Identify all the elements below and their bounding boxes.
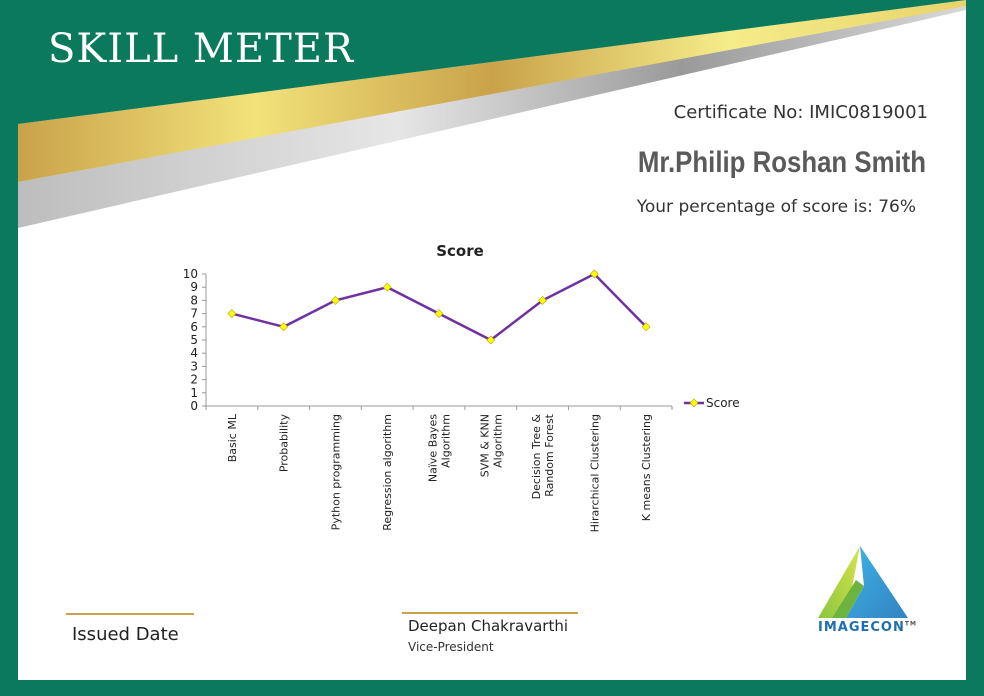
score-data-point [589, 269, 599, 279]
score-chart: Score 0 1 2 3 4 5 6 7 8 9 10 Basic ML Probability Pyt… [160, 230, 760, 550]
y-tick-label: 4 [190, 346, 198, 360]
x-tick-label: K means Clustering [640, 414, 653, 521]
y-tick-label: 10 [183, 267, 198, 281]
logo-wordmark: IMAGECONTM [818, 620, 917, 635]
chart-title: Score [436, 242, 484, 260]
legend-marker [689, 398, 699, 408]
y-tick-label: 9 [190, 280, 198, 294]
y-tick-label: 7 [190, 307, 198, 321]
y-tick-label: 1 [190, 386, 198, 400]
y-tick-label: 8 [190, 293, 198, 307]
score-data-point [538, 295, 547, 305]
score-series-line [231, 272, 648, 342]
x-tick-label: SVM & KNN [478, 414, 491, 477]
signer-role: Vice-President [408, 640, 494, 654]
y-tick-label: 3 [190, 359, 198, 373]
x-tick-label: Algorithm [491, 414, 504, 468]
x-tick-label: Algorithm [440, 414, 453, 468]
logo-trademark: TM [904, 620, 917, 628]
legend-label: Score [706, 396, 740, 410]
certificate-title: SKILL METER [48, 26, 355, 72]
y-tick-label: 2 [190, 373, 198, 387]
score-data-point [227, 309, 237, 319]
logo-text: IMAGECON [818, 620, 905, 635]
score-data-point [382, 282, 392, 292]
y-tick-label: 0 [190, 399, 198, 413]
header-banner [0, 0, 966, 228]
score-data-point [486, 335, 496, 345]
score-summary: Your percentage of score is: 76% [636, 197, 916, 217]
x-tick-label: Random Forest [543, 413, 556, 496]
y-tick-label: 5 [190, 333, 198, 347]
x-tick-label: Decision Tree & [530, 414, 543, 500]
signature-line [402, 612, 578, 614]
score-data-point [279, 322, 289, 332]
x-tick-label: Naïve Bayes [427, 414, 440, 482]
score-data-point [434, 309, 444, 319]
certificate-number: Certificate No: IMIC0819001 [673, 102, 928, 123]
score-data-point [641, 322, 651, 332]
issued-date-line [66, 613, 194, 615]
x-tick-label: Regression algorithm [381, 414, 394, 531]
x-tick-label: Probability [278, 414, 291, 473]
imagecon-logo-icon [818, 546, 908, 618]
score-data-point [331, 295, 340, 305]
issued-date-label: Issued Date [72, 624, 179, 645]
x-tick-label: Basic ML [226, 413, 239, 462]
signer-name: Deepan Chakravarthi [408, 617, 569, 635]
x-tick-label: Hirarchical Clustering [588, 414, 601, 532]
x-tick-label: Python programming [329, 414, 342, 530]
y-tick-label: 6 [190, 320, 198, 334]
recipient-name: Mr.Philip Roshan Smith [637, 146, 926, 179]
